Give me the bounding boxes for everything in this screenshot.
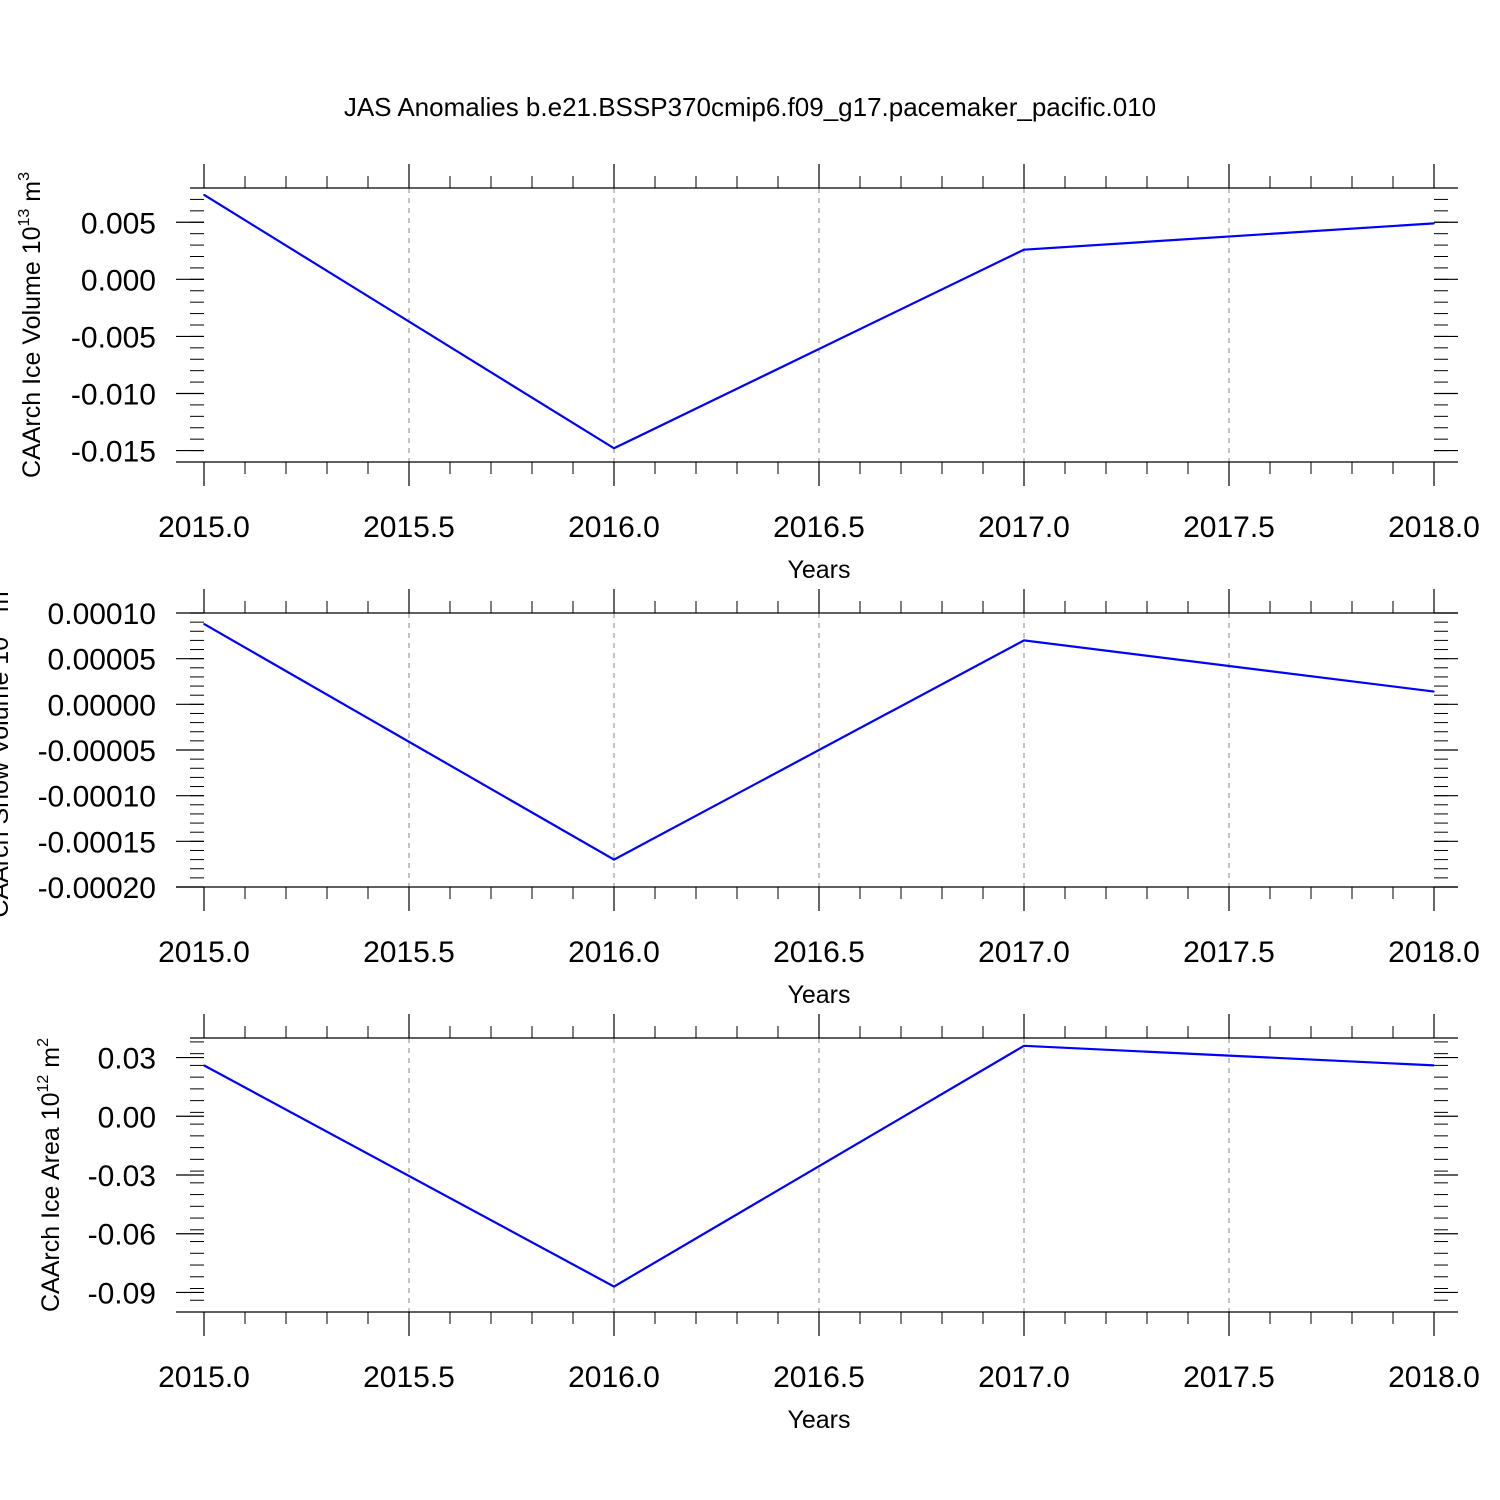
data-point: [203, 1064, 205, 1067]
x-tick-label: 2015.0: [158, 936, 250, 969]
y-tick-label: 0.00000: [48, 689, 156, 722]
x-tick-label: 2015.5: [363, 511, 455, 544]
y-tick-label: 0.00005: [48, 644, 156, 677]
x-tick-label: 2015.5: [363, 936, 455, 969]
y-tick-label: 0.00: [98, 1101, 156, 1134]
data-point: [1433, 1064, 1435, 1067]
x-tick-label: 2017.0: [978, 1361, 1070, 1394]
x-tick-label: 2016.0: [568, 511, 660, 544]
x-axis-label: Years: [787, 1406, 850, 1434]
x-tick-label: 2016.5: [773, 936, 865, 969]
y-tick-label: -0.00010: [38, 781, 156, 814]
x-tick-label: 2018.0: [1388, 511, 1480, 544]
x-axis-label: Years: [787, 556, 850, 584]
series-line: [203, 1044, 1435, 1288]
x-tick-label: 2016.5: [773, 511, 865, 544]
x-tick-label: 2018.0: [1388, 936, 1480, 969]
panel-2: 2015.0 2015.5 2016.0 2016.5 2017.0 2017.5 2018…: [0, 582, 1480, 1009]
y-tick-label: -0.010: [71, 379, 156, 412]
x-tick-label: 2017.5: [1183, 936, 1275, 969]
y-tick-label: -0.005: [71, 321, 156, 354]
y-tick-label: -0.00015: [38, 826, 156, 859]
y-tick-label: -0.015: [71, 436, 156, 469]
y-tick-label: 0.03: [98, 1043, 156, 1076]
figure-title: JAS Anomalies b.e21.BSSP370cmip6.f09_g17…: [344, 92, 1156, 122]
data-point: [1433, 690, 1435, 693]
data-point: [613, 858, 615, 861]
data-point: [1023, 248, 1025, 251]
x-tick-label: 2016.5: [773, 1361, 865, 1394]
panel-3: 2015.0 2015.5 2016.0 2016.5 2017.0 2017.5 2018…: [35, 1014, 1480, 1434]
x-tick-label: 2017.0: [978, 511, 1070, 544]
y-tick-label: -0.00005: [38, 735, 156, 768]
panel-1: 2015.0 2015.5 2016.0 2016.5 2017.0 2017.5 2018…: [16, 164, 1480, 584]
y-axis-label: CAArch Ice Volume 1013 m3: [16, 172, 46, 478]
data-point: [613, 447, 615, 450]
y-axis-label: CAArch Snow Volume 1013 m3: [0, 582, 14, 917]
x-tick-label: 2018.0: [1388, 1361, 1480, 1394]
data-point: [613, 1285, 615, 1288]
data-point: [1023, 1045, 1025, 1047]
x-tick-label: 2017.5: [1183, 1361, 1275, 1394]
x-tick-label: 2015.0: [158, 511, 250, 544]
x-tick-label: 2016.0: [568, 936, 660, 969]
x-tick-label: 2017.5: [1183, 511, 1275, 544]
y-tick-label: 0.00010: [48, 598, 156, 631]
series-line: [203, 193, 1435, 450]
y-tick-label: 0.005: [81, 207, 156, 240]
y-tick-label: -0.09: [88, 1277, 156, 1310]
data-point: [1433, 222, 1435, 225]
data-point: [203, 623, 205, 625]
x-axis-label: Years: [787, 981, 850, 1009]
y-axis-label: CAArch Ice Area 1012 m2: [35, 1038, 65, 1312]
x-tick-label: 2015.0: [158, 1361, 250, 1394]
y-tick-label: -0.00020: [38, 872, 156, 905]
panels: 2015.0 2015.5 2016.0 2016.5 2017.0 2017.5 2018…: [0, 164, 1480, 1434]
x-tick-label: 2017.0: [978, 936, 1070, 969]
y-tick-label: -0.06: [88, 1219, 156, 1252]
y-tick-label: -0.03: [88, 1160, 156, 1193]
data-point: [1023, 639, 1025, 642]
data-point: [203, 194, 205, 196]
x-tick-label: 2015.5: [363, 1361, 455, 1394]
y-tick-label: 0.000: [81, 264, 156, 297]
x-tick-label: 2016.0: [568, 1361, 660, 1394]
series-line: [203, 623, 1435, 861]
